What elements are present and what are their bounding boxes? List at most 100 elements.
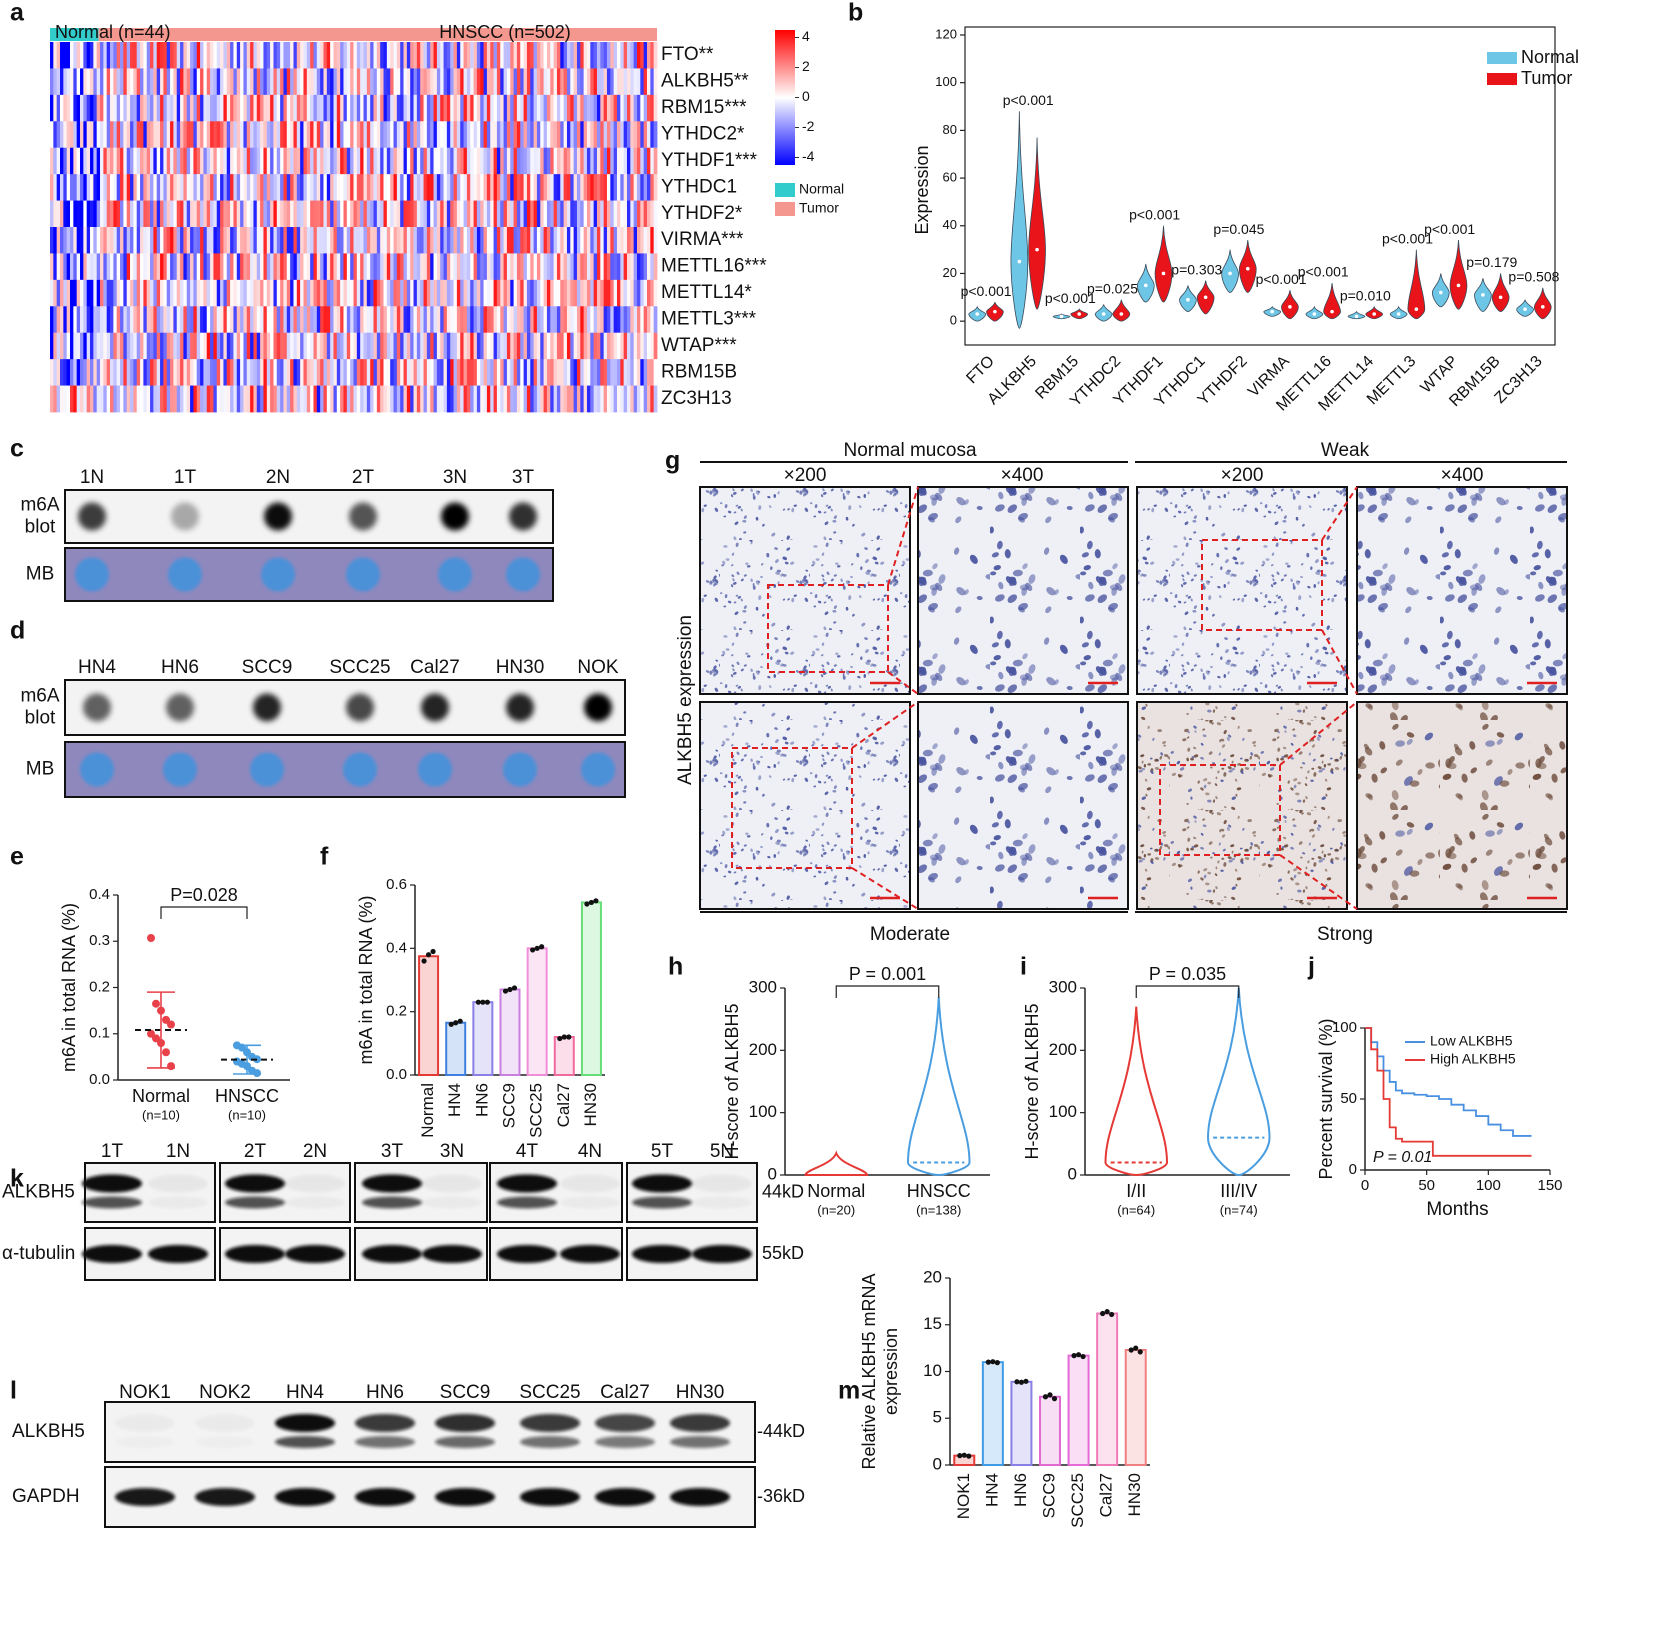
y-tick-label: 5 (933, 1408, 942, 1427)
heatmap-cell (647, 201, 651, 228)
heatmap-cell (317, 174, 321, 201)
heatmap-cell (390, 253, 394, 280)
heatmap-cell (300, 68, 304, 95)
heatmap-cell (190, 333, 194, 360)
heatmap-cell (243, 95, 247, 122)
heatmap-cell (170, 148, 174, 175)
heatmap-cell (300, 333, 304, 360)
heatmap-cell (123, 121, 127, 148)
stain-dot (581, 753, 615, 787)
heatmap-cell (80, 121, 84, 148)
heatmap-cell (504, 95, 508, 122)
heatmap-cell (347, 386, 351, 413)
heatmap-cell (534, 227, 538, 254)
blot-band (362, 1197, 422, 1209)
legend-label: Normal (1521, 47, 1579, 67)
heatmap-cell (434, 148, 438, 175)
x-tick-label: I/II (1126, 1181, 1146, 1201)
blot-band (275, 1436, 335, 1448)
heatmap-cell (183, 148, 187, 175)
heatmap-cell (60, 201, 64, 228)
heatmap-cell (293, 121, 297, 148)
heatmap-cell (203, 333, 207, 360)
replicate-point (1047, 1392, 1052, 1397)
heatmap-cell (73, 201, 77, 228)
heatmap-cell (257, 359, 261, 386)
heatmap-cell (110, 95, 114, 122)
heatmap-cell (630, 201, 634, 228)
heatmap-cell (297, 42, 301, 69)
heatmap-cell (554, 253, 558, 280)
heatmap-cell (467, 148, 471, 175)
heatmap-cell (330, 227, 334, 254)
heatmap-cell (554, 42, 558, 69)
heatmap-cell (240, 95, 244, 122)
heatmap-cell (590, 386, 594, 413)
x-sublabel: (n=10) (142, 1107, 180, 1122)
heatmap-cell (504, 280, 508, 307)
heatmap-cell (257, 95, 261, 122)
heatmap-cell (490, 201, 494, 228)
heatmap-cell (374, 386, 378, 413)
heatmap-cell (233, 201, 237, 228)
heatmap-cell (323, 253, 327, 280)
heatmap-cell (620, 121, 624, 148)
heatmap-cell (333, 359, 337, 386)
heatmap-cell (113, 306, 117, 333)
heatmap-cell (557, 95, 561, 122)
heatmap-cell (253, 306, 257, 333)
heatmap-cell (223, 280, 227, 307)
heatmap-cell (117, 253, 121, 280)
heatmap-cell (317, 386, 321, 413)
heatmap-cell (67, 148, 71, 175)
y-tick-label: 10 (923, 1361, 942, 1380)
heatmap-cell (374, 253, 378, 280)
heatmap-cell (243, 68, 247, 95)
heatmap-cell (223, 68, 227, 95)
heatmap-cell (404, 148, 408, 175)
heatmap-cell (460, 333, 464, 360)
median-dot (1330, 310, 1334, 314)
heatmap-cell (594, 121, 598, 148)
heatmap-cell (177, 253, 181, 280)
heatmap-cell (210, 253, 214, 280)
heatmap-cell (113, 201, 117, 228)
heatmap-cell (143, 333, 147, 360)
heatmap-cell (417, 121, 421, 148)
y-tick-label: 60 (943, 170, 957, 185)
lane-label: HN30 (676, 1382, 725, 1403)
heatmap-cell (300, 42, 304, 69)
heatmap-cell (530, 148, 534, 175)
heatmap-cell (647, 42, 651, 69)
heatmap-cell (547, 42, 551, 69)
heatmap-cell (137, 42, 141, 69)
blot-dot (584, 694, 612, 722)
heatmap-cell (210, 42, 214, 69)
y-tick-label: 20 (923, 1267, 942, 1286)
heatmap-cell (374, 201, 378, 228)
heatmap-cell (333, 201, 337, 228)
heatmap-cell (83, 280, 87, 307)
blot-band (435, 1488, 495, 1506)
heatmap-cell (597, 95, 601, 122)
heatmap-cell (137, 253, 141, 280)
heatmap-cell (253, 253, 257, 280)
heatmap-cell (257, 333, 261, 360)
heatmap-cell (617, 280, 621, 307)
heatmap-cell (133, 280, 137, 307)
blot-band (148, 1197, 208, 1209)
median-dot (1144, 284, 1148, 288)
heatmap-cell (400, 68, 404, 95)
heatmap-cell (210, 174, 214, 201)
heatmap-cell (283, 174, 287, 201)
heatmap-cell (547, 333, 551, 360)
heatmap-cell (60, 95, 64, 122)
heatmap-cell (440, 174, 444, 201)
heatmap-cell (597, 121, 601, 148)
heatmap-cell (187, 95, 191, 122)
axis-title: Expression (912, 145, 932, 234)
x-tick-label: HN6 (472, 1083, 491, 1117)
group-label: Normal mucosa (843, 440, 976, 461)
heatmap-cell (120, 359, 124, 386)
heatmap-cell (647, 68, 651, 95)
